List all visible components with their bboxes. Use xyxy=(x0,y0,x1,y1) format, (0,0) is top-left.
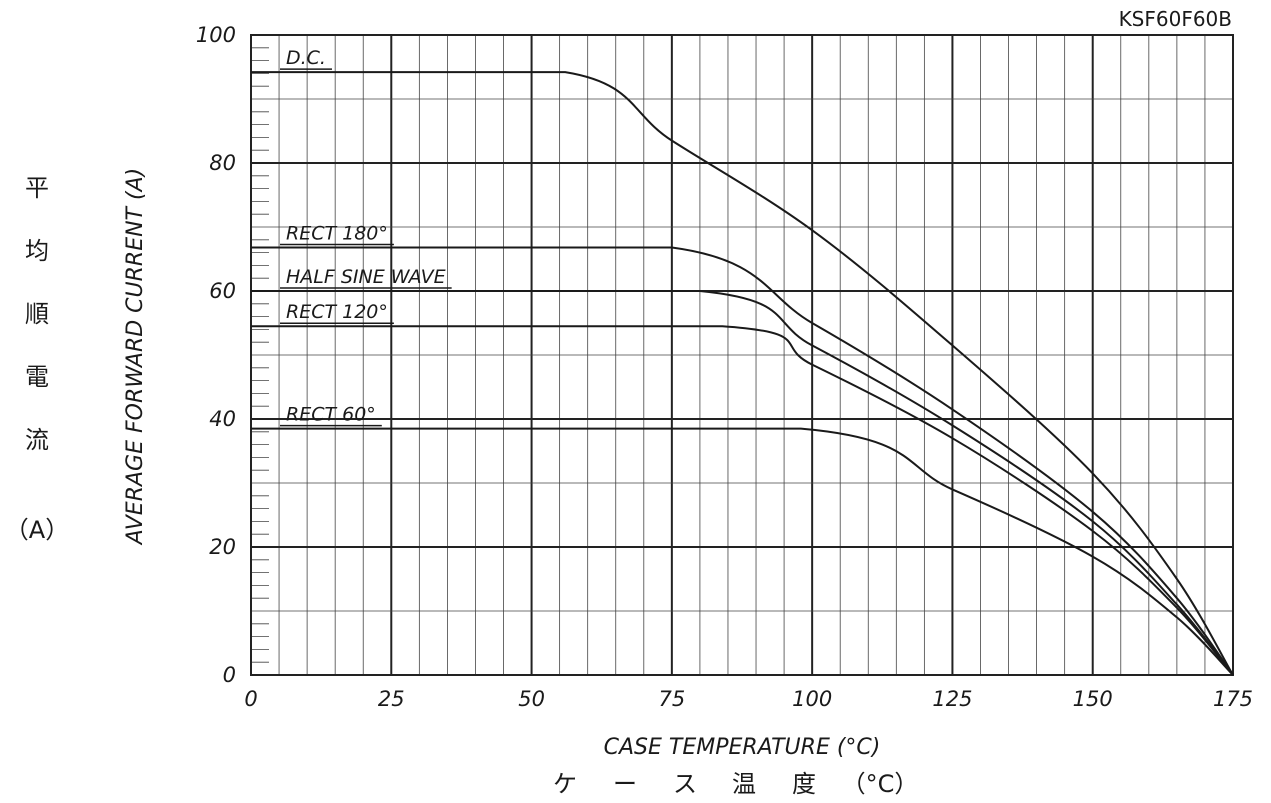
x-axis-title-jp-char: ケ xyxy=(553,770,577,798)
y-axis-title-jp-char: 均 xyxy=(25,237,49,265)
x-tick-label: 125 xyxy=(932,687,972,711)
x-tick-labels: 0 25 50 75 100 125 150 175 xyxy=(244,687,1253,711)
series-label-4: RECT 60° xyxy=(286,404,376,426)
y-tick-label: 80 xyxy=(209,151,236,175)
y-axis-title-jp-char: 流 xyxy=(25,426,49,454)
y-axis-title-jp-char: 順 xyxy=(25,300,49,328)
x-axis-title: CASE TEMPERATURE (°C) xyxy=(604,735,881,760)
y-axis-unit-jp: （A） xyxy=(5,516,69,544)
x-axis-title-jp: ケ ー ス 温 度 （°C） xyxy=(553,770,918,798)
plot-grid xyxy=(250,34,1234,676)
plot-frame xyxy=(250,34,1234,676)
x-tick-label: 75 xyxy=(658,687,685,711)
x-tick-label: 25 xyxy=(378,687,405,711)
x-tick-label: 175 xyxy=(1213,687,1253,711)
series-line-1 xyxy=(251,246,1234,676)
y-tick-label: 100 xyxy=(196,23,236,47)
y-tick-labels: 0 20 40 60 80 100 xyxy=(196,23,236,687)
series-labels: D.C. RECT 180° HALF SINE WAVE RECT 120° RECT… xyxy=(280,47,452,427)
series-label-2: HALF SINE WAVE xyxy=(286,266,446,288)
y-tick-label: 40 xyxy=(209,407,236,431)
series-line-4 xyxy=(251,427,1234,676)
series-curves xyxy=(251,71,1234,676)
series-line-2 xyxy=(251,290,1234,676)
y-axis-title: AVERAGE FORWARD CURRENT (A) xyxy=(123,168,148,546)
series-line-0 xyxy=(251,71,1234,676)
x-tick-label: 150 xyxy=(1073,687,1113,711)
x-tick-label: 0 xyxy=(244,687,257,711)
series-label-3: RECT 120° xyxy=(286,301,388,323)
x-axis-title-jp-char: （°C） xyxy=(842,770,919,798)
series-label-1: RECT 180° xyxy=(286,222,388,244)
x-axis-title-jp-char: 度 xyxy=(792,770,816,798)
y-axis-title-jp-char: 平 xyxy=(25,174,49,202)
x-tick-label: 100 xyxy=(792,687,832,711)
series-label-0: D.C. xyxy=(286,47,326,69)
part-number: KSF60F60B xyxy=(1119,7,1232,31)
x-axis-title-jp-char: ー xyxy=(613,770,637,798)
series-line-3 xyxy=(251,325,1234,676)
x-axis-title-jp-char: ス xyxy=(673,770,697,798)
y-tick-label: 60 xyxy=(209,279,236,303)
y-tick-label: 20 xyxy=(209,535,236,559)
y-tick-label: 0 xyxy=(223,663,236,687)
x-tick-label: 50 xyxy=(518,687,545,711)
x-axis-title-jp-char: 温 xyxy=(732,770,756,798)
y-axis-title-jp-char: 電 xyxy=(25,363,49,391)
